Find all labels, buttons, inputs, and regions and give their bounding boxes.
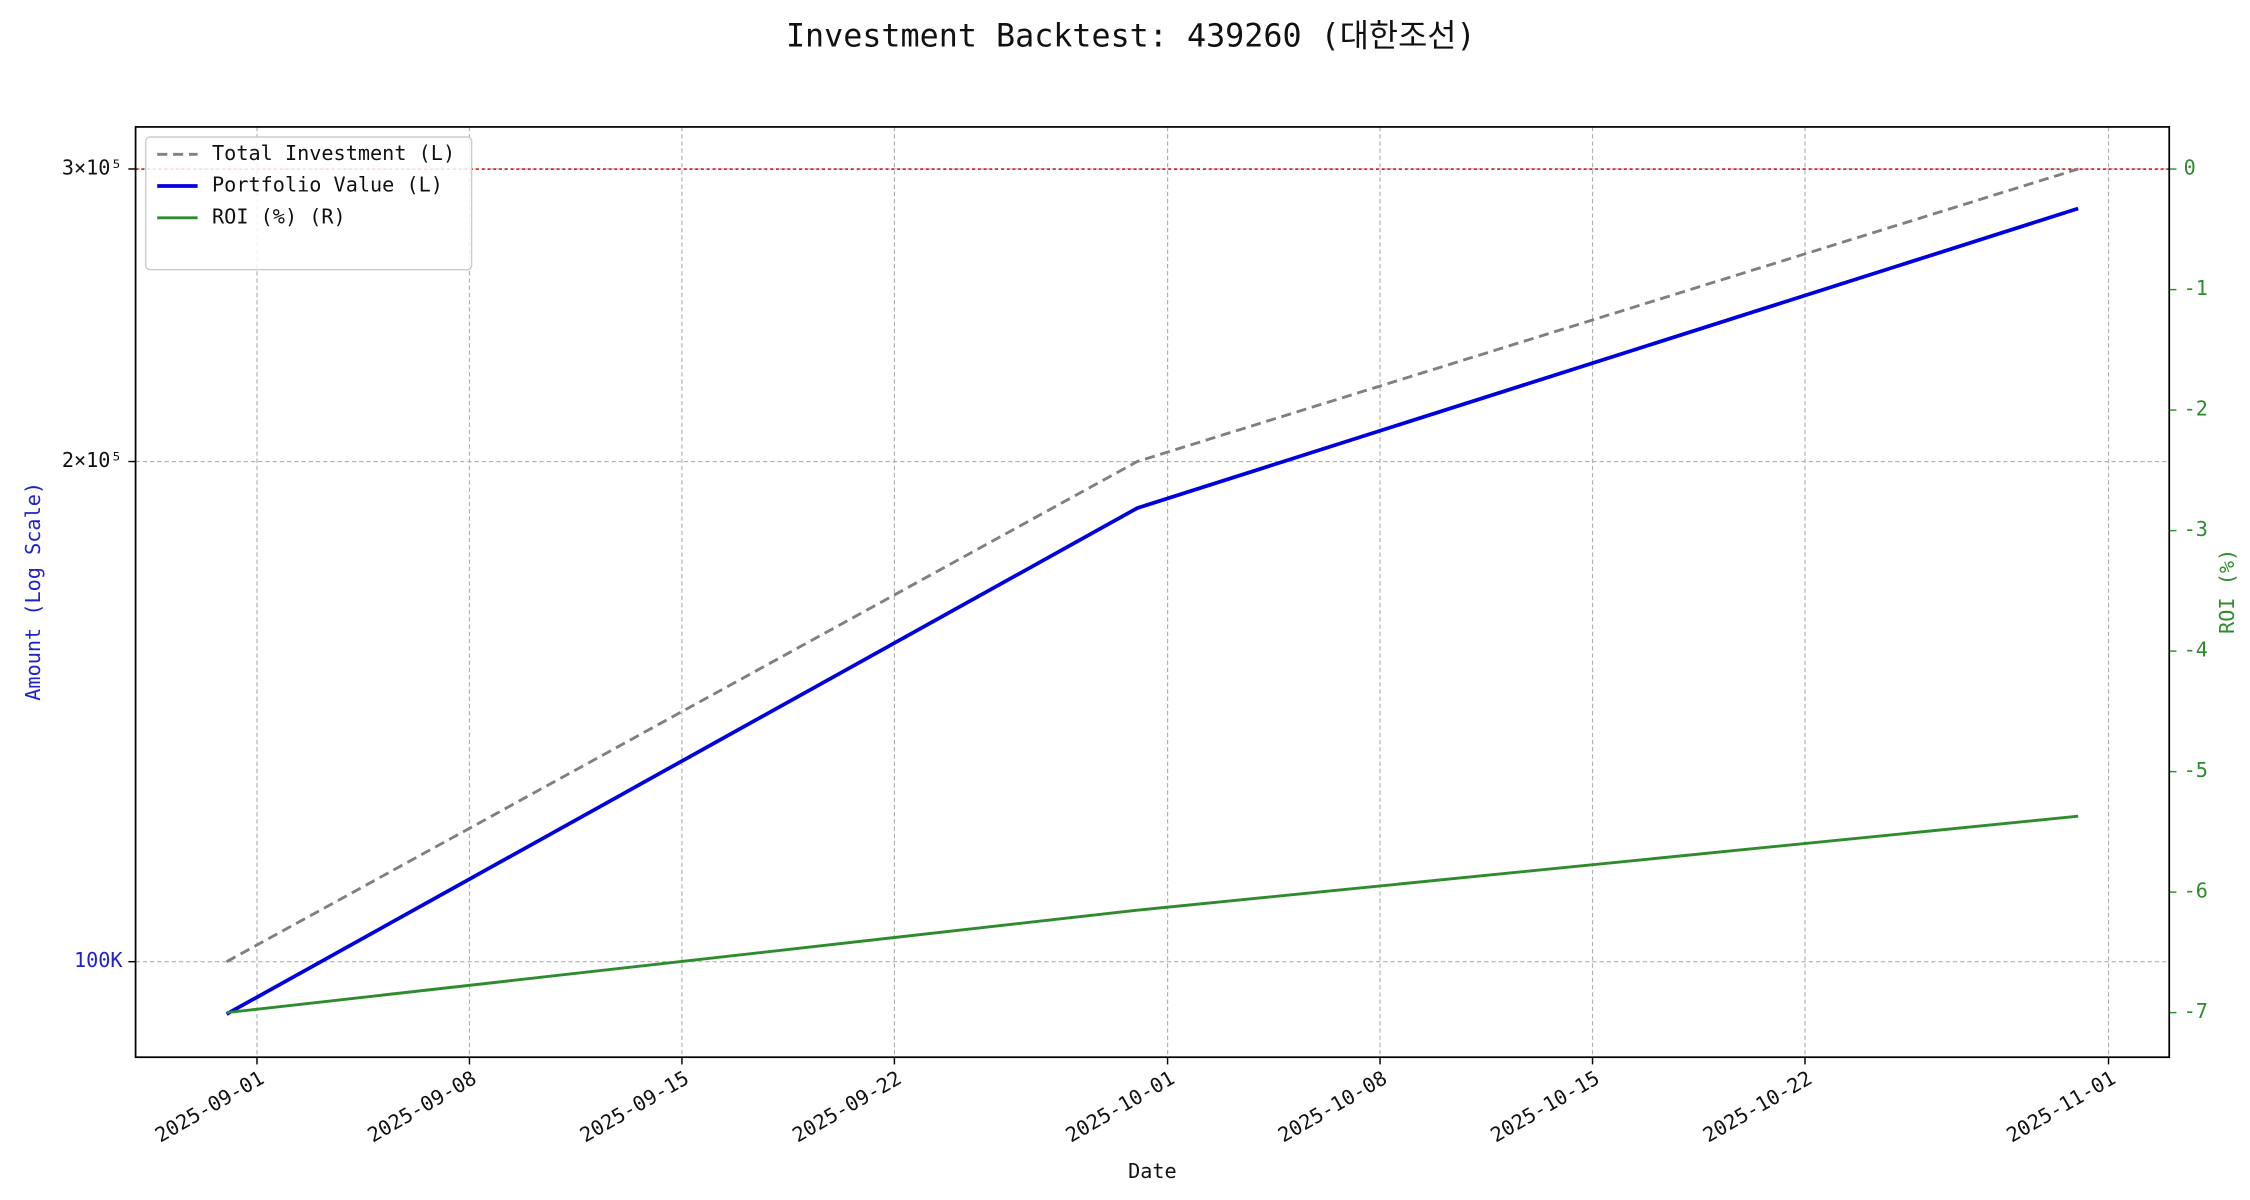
x-tick-label: 2025-10-15 bbox=[1486, 1066, 1603, 1148]
x-tick-label: 2025-10-01 bbox=[1061, 1066, 1178, 1148]
x-tick-label: 2025-09-08 bbox=[363, 1066, 480, 1148]
y-tick-label: 2×10⁵ bbox=[62, 448, 123, 472]
y2-tick-label: -5 bbox=[2184, 758, 2208, 782]
y-tick-label: 3×10⁵ bbox=[62, 155, 123, 179]
y2-tick-label: -2 bbox=[2184, 397, 2208, 421]
y2-tick-label: -7 bbox=[2184, 999, 2208, 1023]
legend-label: Total Investment (L) bbox=[212, 141, 455, 165]
y2-tick-label: -6 bbox=[2184, 879, 2208, 903]
plot-frame bbox=[134, 126, 2171, 1059]
y-tick-label: 100K bbox=[74, 948, 123, 972]
legend-label: Portfolio Value (L) bbox=[212, 173, 443, 197]
x-tick-label: 2025-10-08 bbox=[1274, 1066, 1391, 1148]
y2-tick-label: -3 bbox=[2184, 517, 2208, 541]
x-axis-label: Date bbox=[1128, 1159, 1177, 1183]
y2-tick-label: -4 bbox=[2184, 638, 2208, 662]
grid bbox=[135, 126, 2170, 1058]
legend-box bbox=[144, 136, 473, 271]
x-tick-label: 2025-10-22 bbox=[1699, 1066, 1816, 1148]
x-tick-label: 2025-11-01 bbox=[2002, 1066, 2119, 1148]
y2-tick-label: -1 bbox=[2184, 276, 2208, 300]
legend-label: ROI (%) (R) bbox=[212, 204, 346, 228]
x-tick-label: 2025-09-01 bbox=[151, 1066, 268, 1148]
y2-tick-label: 0 bbox=[2184, 156, 2196, 180]
y2-axis-label: ROI (%) bbox=[2215, 549, 2239, 634]
x-tick-label: 2025-09-22 bbox=[788, 1066, 905, 1148]
series-line bbox=[225, 167, 2079, 963]
series-line bbox=[225, 206, 2079, 1016]
y-axis-label: Amount (Log Scale) bbox=[21, 482, 45, 701]
series-line bbox=[226, 814, 2079, 1015]
chart-title: Investment Backtest: 439260 (대한조선) bbox=[786, 19, 1476, 55]
x-tick-label: 2025-09-15 bbox=[576, 1066, 693, 1148]
